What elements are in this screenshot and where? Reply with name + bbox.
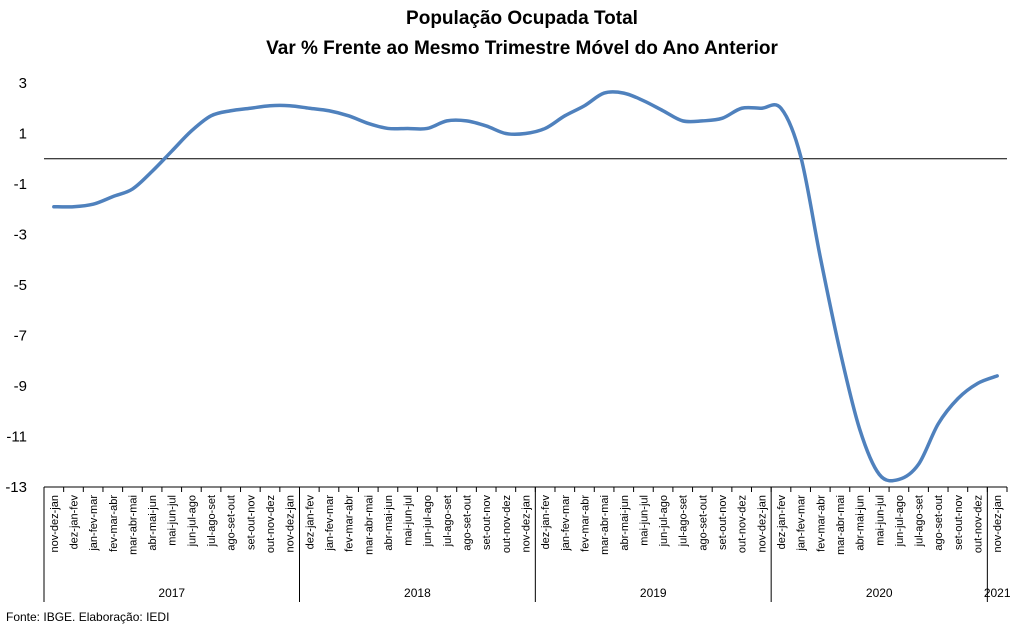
x-tick-label: nov-dez-jan bbox=[49, 495, 61, 552]
x-tick-label: jul-ago-set bbox=[206, 495, 218, 547]
x-tick-label: mai-jun-jul bbox=[403, 495, 415, 546]
y-tick-label: -7 bbox=[14, 328, 27, 345]
year-label: 2019 bbox=[640, 586, 667, 600]
y-tick-label: -11 bbox=[6, 429, 27, 446]
x-tick-label: mai-jun-jul bbox=[638, 495, 650, 546]
y-tick-label: 1 bbox=[19, 126, 27, 143]
x-tick-label: nov-dez-jan bbox=[285, 495, 297, 552]
y-tick-label: -13 bbox=[5, 479, 27, 496]
x-tick-label: nov-dez-jan bbox=[521, 495, 533, 552]
year-label: 2018 bbox=[404, 586, 431, 600]
x-tick-label: abr-mai-jun bbox=[383, 495, 395, 551]
x-tick-label: out-nov-dez bbox=[265, 495, 277, 553]
x-tick-label: abr-mai-jun bbox=[855, 495, 867, 551]
x-tick-label: set-out-nov bbox=[481, 495, 493, 551]
x-tick-label: mar-abr-mai bbox=[835, 495, 847, 555]
y-tick-label: -3 bbox=[14, 227, 27, 244]
x-tick-label: mar-abr-mai bbox=[363, 495, 375, 555]
x-tick-label: set-out-nov bbox=[953, 495, 965, 551]
x-tick-label: fev-mar-abr bbox=[579, 495, 591, 552]
series-line bbox=[52, 90, 999, 483]
x-axis: nov-dez-jan dez-jan-fev jan-fev-mar fev-mar… bbox=[43, 486, 1011, 602]
year-label: 2017 bbox=[158, 586, 185, 600]
x-tick-label: jun-jul-ago bbox=[186, 495, 198, 547]
year-label: 2020 bbox=[866, 586, 893, 600]
x-tick-label: fev-mar-abr bbox=[815, 495, 827, 552]
year-label: 2021 bbox=[984, 586, 1011, 600]
x-tick-label: set-out-nov bbox=[245, 495, 257, 551]
x-tick-label: out-nov-dez bbox=[973, 495, 985, 553]
x-tick-label: out-nov-dez bbox=[737, 495, 749, 553]
chart-title: População Ocupada Total bbox=[406, 8, 638, 29]
x-tick-label: nov-dez-jan bbox=[992, 495, 1004, 552]
x-tick-label: jan-fev-mar bbox=[796, 495, 808, 552]
x-tick-label: jun-jul-ago bbox=[894, 495, 906, 547]
x-tick-label: fev-mar-abr bbox=[108, 495, 120, 552]
x-tick-label: fev-mar-abr bbox=[344, 495, 356, 552]
x-tick-label: jan-fev-mar bbox=[88, 495, 100, 552]
x-tick-label: jun-jul-ago bbox=[658, 495, 670, 547]
series-group bbox=[52, 90, 999, 483]
y-axis: 3 1 -1 -3 -5 -7 -9 -11 -13 bbox=[5, 75, 27, 496]
x-tick-label: jan-fev-mar bbox=[324, 495, 336, 552]
y-tick-label: -5 bbox=[14, 277, 27, 294]
x-tick-label: mai-jun-jul bbox=[874, 495, 886, 546]
x-tick-label: ago-set-out bbox=[697, 495, 709, 551]
x-tick-label: jun-jul-ago bbox=[422, 495, 434, 547]
x-tick-label: mai-jun-jul bbox=[167, 495, 179, 546]
x-tick-label: jul-ago-set bbox=[442, 495, 454, 547]
x-tick-label: mar-abr-mai bbox=[127, 495, 139, 555]
source-note: Fonte: IBGE. Elaboração: IEDI bbox=[6, 610, 170, 624]
x-tick-label: ago-set-out bbox=[933, 495, 945, 551]
x-tick-label: dez-jan-fev bbox=[68, 495, 80, 550]
x-tick-label: dez-jan-fev bbox=[540, 495, 552, 550]
x-tick-label: out-nov-dez bbox=[501, 495, 513, 553]
x-tick-label: nov-dez-jan bbox=[756, 495, 768, 552]
chart-subtitle: Var % Frente ao Mesmo Trimestre Móvel do… bbox=[266, 38, 778, 59]
y-tick-label: -1 bbox=[14, 176, 27, 193]
x-tick-label: jan-fev-mar bbox=[560, 495, 572, 552]
x-tick-label: ago-set-out bbox=[462, 495, 474, 551]
x-tick-label: ago-set-out bbox=[226, 495, 238, 551]
y-tick-label: -9 bbox=[14, 378, 27, 395]
x-tick-label: jul-ago-set bbox=[914, 495, 926, 547]
x-tick-label: mar-abr-mai bbox=[599, 495, 611, 555]
x-tick-label: dez-jan-fev bbox=[304, 495, 316, 550]
x-tick-label: dez-jan-fev bbox=[776, 495, 788, 550]
y-tick-label: 3 bbox=[19, 75, 27, 92]
x-tick-label: abr-mai-jun bbox=[619, 495, 631, 551]
x-tick-label: set-out-nov bbox=[717, 495, 729, 551]
x-tick-label: abr-mai-jun bbox=[147, 495, 159, 551]
x-tick-label: jul-ago-set bbox=[678, 495, 690, 547]
